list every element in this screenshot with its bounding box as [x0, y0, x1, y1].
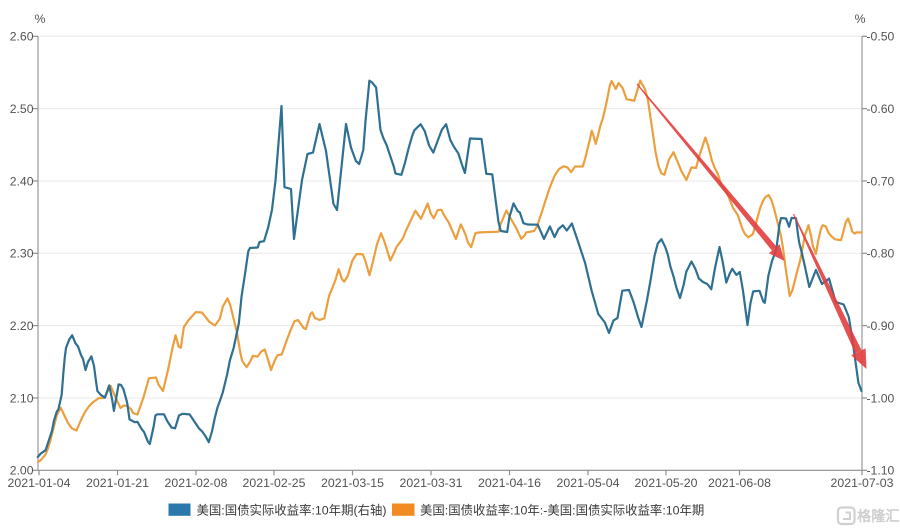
- svg-text:2021-01-04: 2021-01-04: [8, 476, 71, 490]
- svg-text:%: %: [855, 12, 866, 26]
- svg-text:2021-02-25: 2021-02-25: [243, 476, 306, 490]
- svg-text:2.10: 2.10: [10, 391, 34, 405]
- svg-text:2021-05-20: 2021-05-20: [635, 476, 698, 490]
- svg-text:2.30: 2.30: [10, 247, 34, 261]
- svg-text:2.50: 2.50: [10, 102, 34, 116]
- svg-text:-0.90: -0.90: [867, 319, 895, 333]
- svg-text:2021-03-15: 2021-03-15: [321, 476, 384, 490]
- svg-text:2021-07-03: 2021-07-03: [831, 476, 894, 490]
- svg-text:2.00: 2.00: [10, 464, 34, 478]
- svg-text:2021-03-31: 2021-03-31: [400, 476, 463, 490]
- svg-text:格隆汇: 格隆汇: [857, 508, 900, 525]
- svg-text:2021-02-08: 2021-02-08: [165, 476, 228, 490]
- svg-text:2.20: 2.20: [10, 319, 34, 333]
- svg-text:-0.50: -0.50: [867, 30, 895, 44]
- svg-text:2.40: 2.40: [10, 174, 34, 188]
- svg-text:-0.80: -0.80: [867, 247, 895, 261]
- svg-text:美国:国债收益率:10年:-美国:国债实际收益率:10年期: 美国:国债收益率:10年:-美国:国债实际收益率:10年期: [420, 503, 704, 518]
- svg-text:美国:国债实际收益率:10年期(右轴): 美国:国债实际收益率:10年期(右轴): [197, 503, 387, 518]
- svg-text:-0.70: -0.70: [867, 174, 895, 188]
- svg-text:2021-01-21: 2021-01-21: [86, 476, 149, 490]
- svg-text:2021-05-04: 2021-05-04: [557, 476, 620, 490]
- svg-text:%: %: [35, 12, 46, 26]
- svg-text:2021-06-08: 2021-06-08: [708, 476, 771, 490]
- svg-text:-1.00: -1.00: [867, 391, 895, 405]
- svg-text:2021-04-16: 2021-04-16: [478, 476, 541, 490]
- svg-text:-1.10: -1.10: [867, 464, 895, 478]
- svg-text:-0.60: -0.60: [867, 102, 895, 116]
- svg-text:2.60: 2.60: [10, 30, 34, 44]
